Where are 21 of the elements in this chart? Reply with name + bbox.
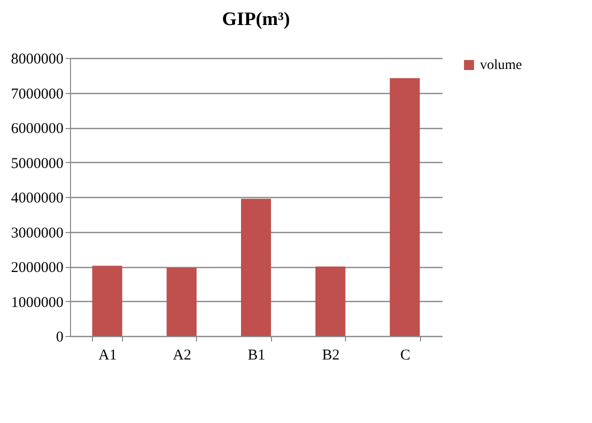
- y-tick-label: 6000000: [11, 121, 64, 137]
- x-tick-label: B1: [248, 348, 266, 364]
- bar: [315, 266, 346, 336]
- x-tick-label: C: [400, 348, 410, 364]
- y-tick-label: 5000000: [11, 156, 64, 172]
- bar: [241, 198, 271, 336]
- y-tick-label: 7000000: [11, 86, 64, 102]
- x-tick-label: A1: [98, 348, 117, 364]
- bar: [166, 268, 197, 336]
- x-tick-label: B2: [322, 348, 340, 364]
- legend-label: volume: [480, 58, 522, 73]
- y-tick-label: 0: [56, 330, 64, 346]
- y-tick-label: 3000000: [11, 225, 64, 242]
- y-tick-label: 2000000: [11, 260, 64, 276]
- chart-title: GIP(m³): [222, 9, 290, 30]
- x-tick-label: A2: [172, 348, 192, 364]
- y-tick-label: 1000000: [11, 294, 64, 311]
- y-tick-label: 4000000: [11, 190, 64, 206]
- y-tick-label: 8000000: [11, 52, 64, 68]
- bar: [92, 266, 122, 336]
- bar: [390, 78, 420, 336]
